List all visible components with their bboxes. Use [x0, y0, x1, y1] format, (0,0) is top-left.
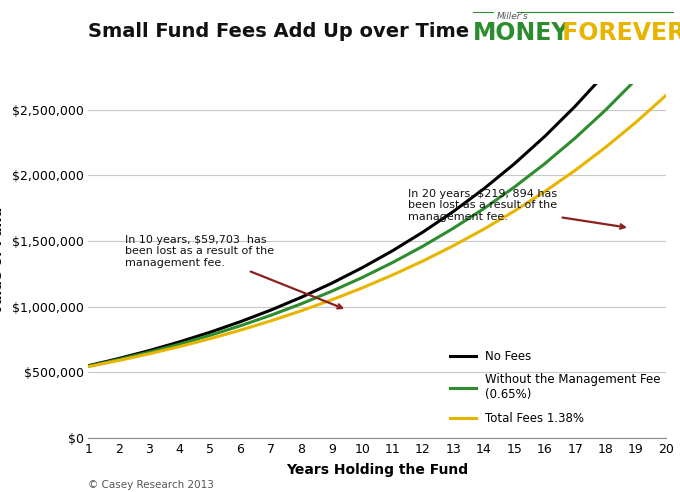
- Y-axis label: Value of Fund: Value of Fund: [0, 207, 5, 314]
- Text: MONEY: MONEY: [473, 21, 569, 45]
- Text: Miller's: Miller's: [496, 12, 528, 21]
- Text: Small Fund Fees Add Up over Time: Small Fund Fees Add Up over Time: [88, 22, 469, 41]
- Text: © Casey Research 2013: © Casey Research 2013: [88, 480, 214, 490]
- Text: In 10 years, $59,703  has
been lost as a result of the
management fee.: In 10 years, $59,703 has been lost as a …: [125, 235, 342, 308]
- Text: FOREVER: FOREVER: [554, 21, 680, 45]
- Legend: No Fees, Without the Management Fee
(0.65%), Total Fees 1.38%: No Fees, Without the Management Fee (0.6…: [449, 350, 660, 425]
- X-axis label: Years Holding the Fund: Years Holding the Fund: [286, 462, 469, 477]
- Text: In 20 years, $219, 894 has
been lost as a result of the
management fee.: In 20 years, $219, 894 has been lost as …: [408, 188, 625, 229]
